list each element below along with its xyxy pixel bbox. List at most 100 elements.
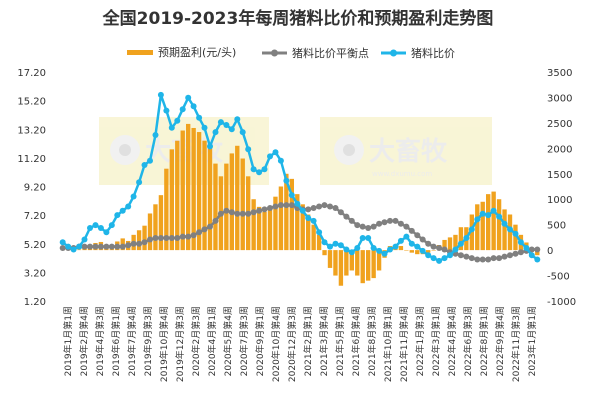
- profit-bar: [475, 204, 480, 251]
- ratio-point: [321, 239, 328, 246]
- ratio-point: [185, 94, 192, 101]
- profit-bar: [491, 191, 496, 251]
- y-left-tick-label: 13.20: [17, 125, 46, 136]
- profit-bar: [175, 140, 180, 251]
- profit-bar: [513, 224, 518, 251]
- ratio-point: [261, 166, 268, 173]
- ratio-point: [332, 240, 339, 247]
- ratio-point: [196, 114, 203, 121]
- breakeven-point: [397, 220, 404, 227]
- profit-bar: [240, 158, 245, 251]
- profit-bar: [502, 209, 507, 251]
- ratio-point: [288, 192, 295, 199]
- profit-bar: [327, 250, 333, 268]
- ratio-point: [217, 119, 224, 126]
- breakeven-point: [108, 243, 115, 250]
- breakeven-point: [359, 223, 366, 230]
- y-axis-right: 3500 3000 2500 2000 1500 1000 500 0 -500 -1000: [547, 68, 576, 308]
- ratio-point: [447, 252, 453, 259]
- breakeven-point: [234, 210, 241, 217]
- profit-bar: [196, 132, 202, 251]
- breakeven-point: [463, 253, 470, 260]
- ratio-point: [76, 243, 83, 250]
- breakeven-point: [288, 202, 295, 209]
- breakeven-point: [485, 256, 492, 263]
- x-tick-label: 2023年1月第1周: [526, 306, 538, 376]
- x-tick-label: 2019年9月第3周: [142, 306, 154, 376]
- ratio-point: [305, 215, 312, 221]
- ratio-point: [517, 239, 524, 246]
- profit-bar: [480, 201, 485, 251]
- ratio-point: [277, 157, 284, 164]
- ratio-point: [179, 106, 186, 113]
- ratio-point: [108, 222, 115, 229]
- ratio-point: [245, 146, 252, 153]
- profit-bar: [142, 225, 147, 251]
- breakeven-point: [179, 233, 186, 240]
- y-right-tick-label: -1000: [547, 297, 576, 308]
- breakeven-point: [436, 245, 443, 251]
- ratio-line: [61, 94, 539, 263]
- ratio-point: [87, 225, 93, 231]
- breakeven-point: [239, 210, 246, 217]
- profit-bar: [344, 250, 349, 276]
- breakeven-point: [92, 243, 99, 250]
- breakeven-point: [223, 207, 230, 214]
- breakeven-point: [316, 203, 323, 210]
- profit-bar: [278, 186, 284, 251]
- x-tick-label: 2020年10月第4周: [270, 306, 282, 382]
- ratio-point: [425, 252, 432, 259]
- x-axis-labels: 2019年1月第1周 2019年2月第4周 2019年4月第3周 2019年6月第1周…: [62, 306, 538, 382]
- profit-bar: [398, 246, 404, 251]
- x-tick-label: 2022年6月第3周: [462, 306, 474, 376]
- breakeven-point: [277, 202, 284, 209]
- profit-bar: [256, 206, 262, 251]
- profit-bar: [229, 153, 234, 251]
- x-tick-label: 2019年12月第3周: [174, 306, 186, 382]
- breakeven-point: [507, 252, 513, 259]
- profit-bar: [453, 234, 458, 251]
- breakeven-point: [376, 220, 383, 227]
- breakeven-point: [337, 209, 344, 216]
- ratio-point: [501, 220, 508, 227]
- y-right-tick-label: 1000: [547, 195, 572, 206]
- y-left-tick-label: 15.20: [17, 97, 46, 108]
- x-tick-label: 2021年3月第4周: [318, 306, 330, 376]
- profit-bar: [153, 204, 158, 251]
- ratio-point: [419, 247, 426, 254]
- ratio-point: [136, 179, 143, 186]
- legend-marker-ratio: [390, 49, 397, 57]
- breakeven-point: [190, 232, 197, 239]
- profit-bar: [295, 194, 300, 251]
- breakeven-point: [174, 235, 181, 241]
- ratio-point: [174, 117, 181, 124]
- profit-bar: [409, 250, 414, 253]
- ratio-point: [239, 129, 246, 136]
- y-left-tick-label: 7.20: [24, 211, 46, 222]
- watermark-right-logo-inner-icon: [343, 144, 355, 156]
- profit-bar: [262, 211, 267, 251]
- ratio-point: [310, 217, 317, 224]
- y-right-tick-label: 3500: [547, 68, 572, 79]
- x-tick-label: 2020年2月第3周: [190, 306, 202, 376]
- ratio-point: [414, 243, 421, 250]
- ratio-point: [81, 236, 88, 243]
- breakeven-point: [490, 255, 497, 262]
- breakeven-point: [392, 217, 399, 224]
- profit-bar: [213, 163, 218, 251]
- ratio-point: [348, 249, 355, 256]
- profit-bar: [447, 237, 453, 251]
- ratio-point: [327, 243, 333, 250]
- breakeven-point: [310, 205, 317, 211]
- ratio-point: [468, 226, 475, 233]
- breakeven-point: [157, 235, 164, 241]
- breakeven-point: [534, 246, 541, 253]
- ratio-point: [452, 246, 459, 253]
- profit-bar: [136, 230, 142, 251]
- ratio-point: [163, 107, 170, 114]
- ratio-point: [392, 243, 399, 250]
- profit-bar: [109, 249, 114, 251]
- ratio-point: [190, 103, 197, 110]
- x-tick-label: 2022年9月第4周: [494, 306, 506, 376]
